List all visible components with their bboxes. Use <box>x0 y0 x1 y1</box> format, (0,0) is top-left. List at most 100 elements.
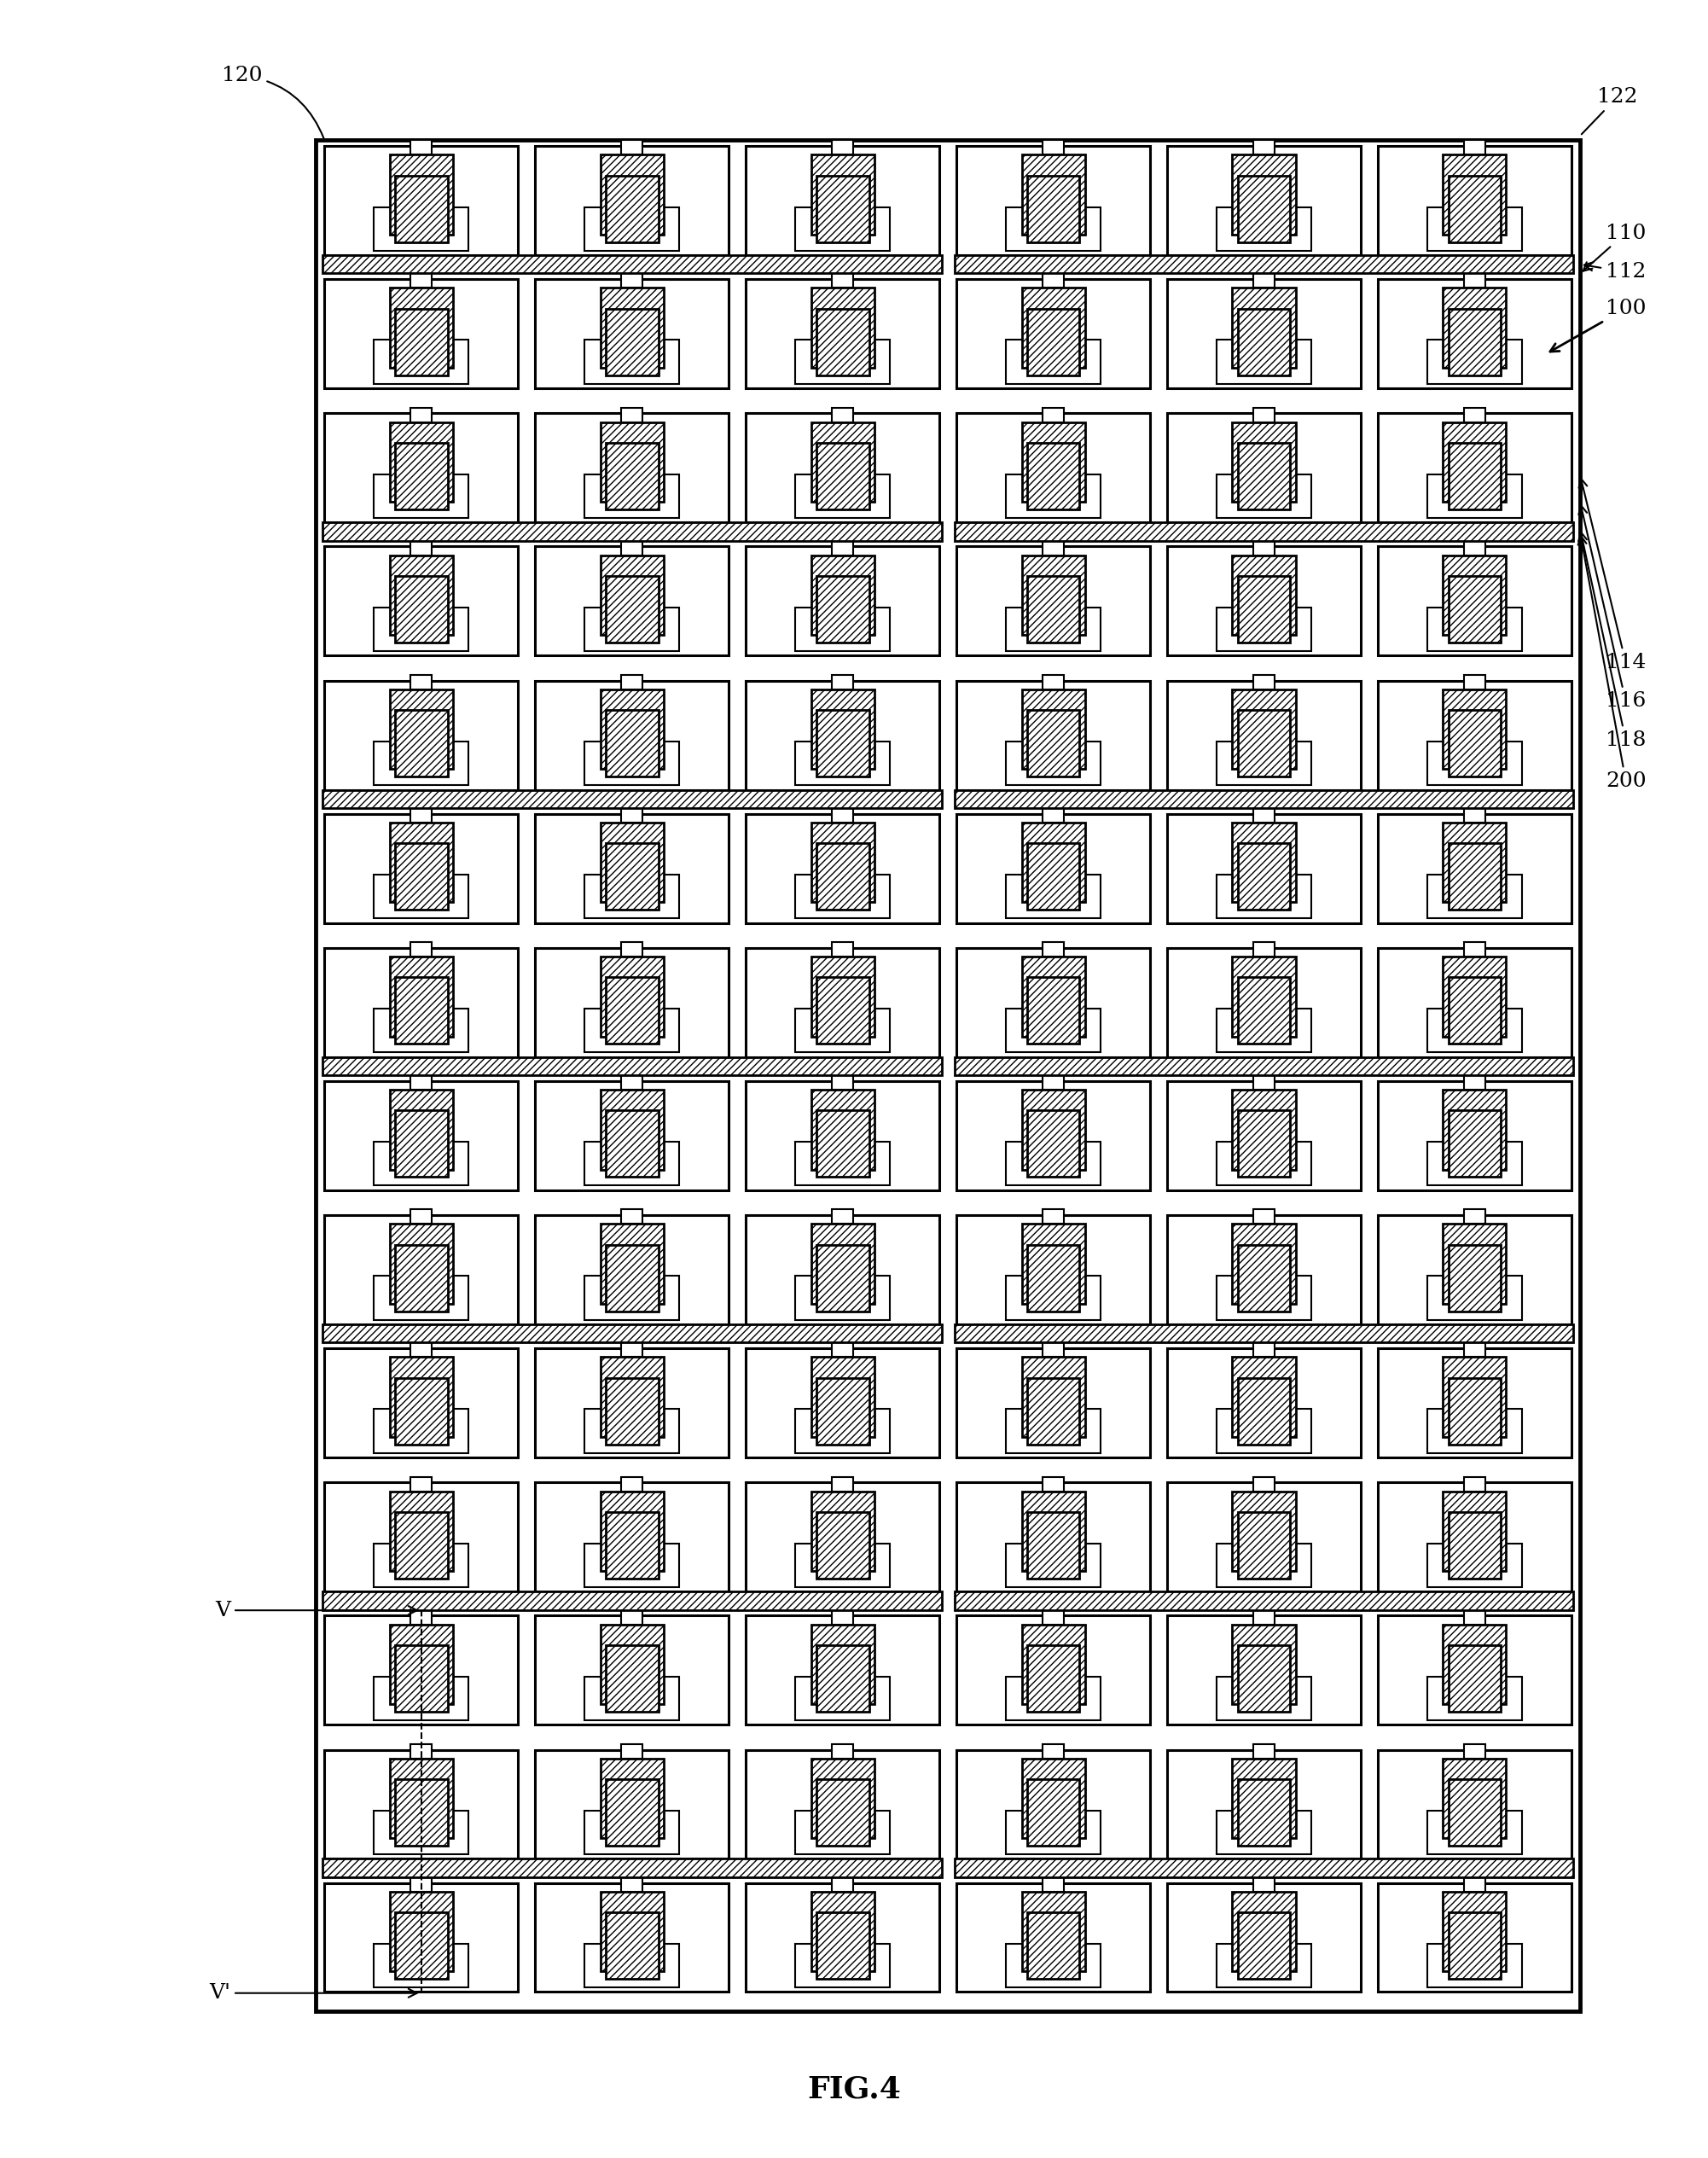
Bar <box>1428 1677 1522 1720</box>
Bar <box>1378 546 1571 656</box>
Bar <box>389 956 453 1036</box>
Bar <box>956 1483 1149 1593</box>
Bar <box>955 522 1573 542</box>
Bar <box>746 278 939 388</box>
Bar <box>1231 1090 1295 1170</box>
Bar <box>832 675 852 688</box>
Bar <box>622 140 642 155</box>
Bar <box>316 140 1580 2011</box>
Bar <box>1238 442 1290 509</box>
Bar <box>796 475 890 518</box>
Bar <box>584 341 680 384</box>
Bar <box>601 1090 663 1170</box>
Bar <box>1378 414 1571 522</box>
Bar <box>374 1811 468 1854</box>
Bar <box>1254 943 1274 956</box>
Bar <box>811 1893 874 1972</box>
Bar <box>1378 1081 1571 1191</box>
Bar <box>1378 278 1571 388</box>
Bar <box>389 1625 453 1705</box>
Bar <box>1042 807 1064 822</box>
Bar <box>535 1081 729 1191</box>
Bar <box>410 675 432 688</box>
Bar <box>811 555 874 634</box>
Bar <box>1464 1476 1484 1491</box>
Bar <box>1167 680 1361 790</box>
Bar <box>1042 1075 1064 1090</box>
Bar <box>1231 1759 1295 1839</box>
Bar <box>1428 341 1522 384</box>
Bar <box>1216 1811 1312 1854</box>
Bar <box>1464 1075 1484 1090</box>
Bar <box>389 1893 453 1972</box>
Bar <box>1238 1644 1290 1711</box>
Bar <box>1254 1075 1274 1090</box>
Bar <box>374 874 468 919</box>
Bar <box>1428 1811 1522 1854</box>
Bar <box>1042 1744 1064 1759</box>
Bar <box>622 1342 642 1357</box>
Bar <box>622 1610 642 1625</box>
Bar <box>323 1858 941 1877</box>
Bar <box>746 1750 939 1858</box>
Bar <box>1448 1245 1501 1312</box>
Bar <box>1238 1245 1290 1312</box>
Bar <box>535 1349 729 1457</box>
Bar <box>816 442 869 509</box>
Bar <box>606 1377 658 1444</box>
Bar <box>622 1476 642 1491</box>
Bar <box>323 1057 941 1075</box>
Bar <box>1443 1893 1506 1972</box>
Bar <box>622 542 642 555</box>
Bar <box>1006 1811 1100 1854</box>
Bar <box>816 1778 869 1845</box>
Bar <box>811 287 874 367</box>
Bar <box>1238 1111 1290 1176</box>
Text: 120: 120 <box>222 65 323 138</box>
Bar <box>325 814 518 924</box>
Bar <box>1231 956 1295 1036</box>
Bar <box>1448 1513 1501 1577</box>
Bar <box>1238 576 1290 643</box>
Bar <box>811 1491 874 1571</box>
Bar <box>1021 1090 1085 1170</box>
Bar <box>535 1882 729 1992</box>
Bar <box>606 844 658 911</box>
Bar <box>606 1513 658 1577</box>
Bar <box>1238 710 1290 777</box>
Text: 100: 100 <box>1551 298 1647 352</box>
Bar <box>601 1893 663 1972</box>
Bar <box>389 1357 453 1437</box>
Bar <box>622 274 642 287</box>
Bar <box>811 423 874 503</box>
Bar <box>1021 155 1085 235</box>
Bar <box>1021 688 1085 768</box>
Bar <box>746 1081 939 1191</box>
Bar <box>1021 423 1085 503</box>
Bar <box>1021 822 1085 902</box>
Bar <box>1216 475 1312 518</box>
Bar <box>535 1750 729 1858</box>
Text: 200: 200 <box>1578 535 1647 792</box>
Bar <box>395 1111 447 1176</box>
Bar <box>323 522 941 542</box>
Bar <box>1216 606 1312 652</box>
Bar <box>956 1616 1149 1724</box>
Bar <box>584 475 680 518</box>
Bar <box>811 155 874 235</box>
Bar <box>1464 1610 1484 1625</box>
Bar <box>1021 1759 1085 1839</box>
Bar <box>955 1593 1573 1610</box>
Bar <box>955 255 1573 274</box>
Bar <box>1254 274 1274 287</box>
Bar <box>622 1744 642 1759</box>
Bar <box>1464 542 1484 555</box>
Bar <box>410 1075 432 1090</box>
Bar <box>1238 1377 1290 1444</box>
Bar <box>410 1610 432 1625</box>
Bar <box>1443 956 1506 1036</box>
Text: 112: 112 <box>1585 261 1647 283</box>
Bar <box>1254 675 1274 688</box>
Bar <box>584 742 680 786</box>
Bar <box>1006 1543 1100 1586</box>
